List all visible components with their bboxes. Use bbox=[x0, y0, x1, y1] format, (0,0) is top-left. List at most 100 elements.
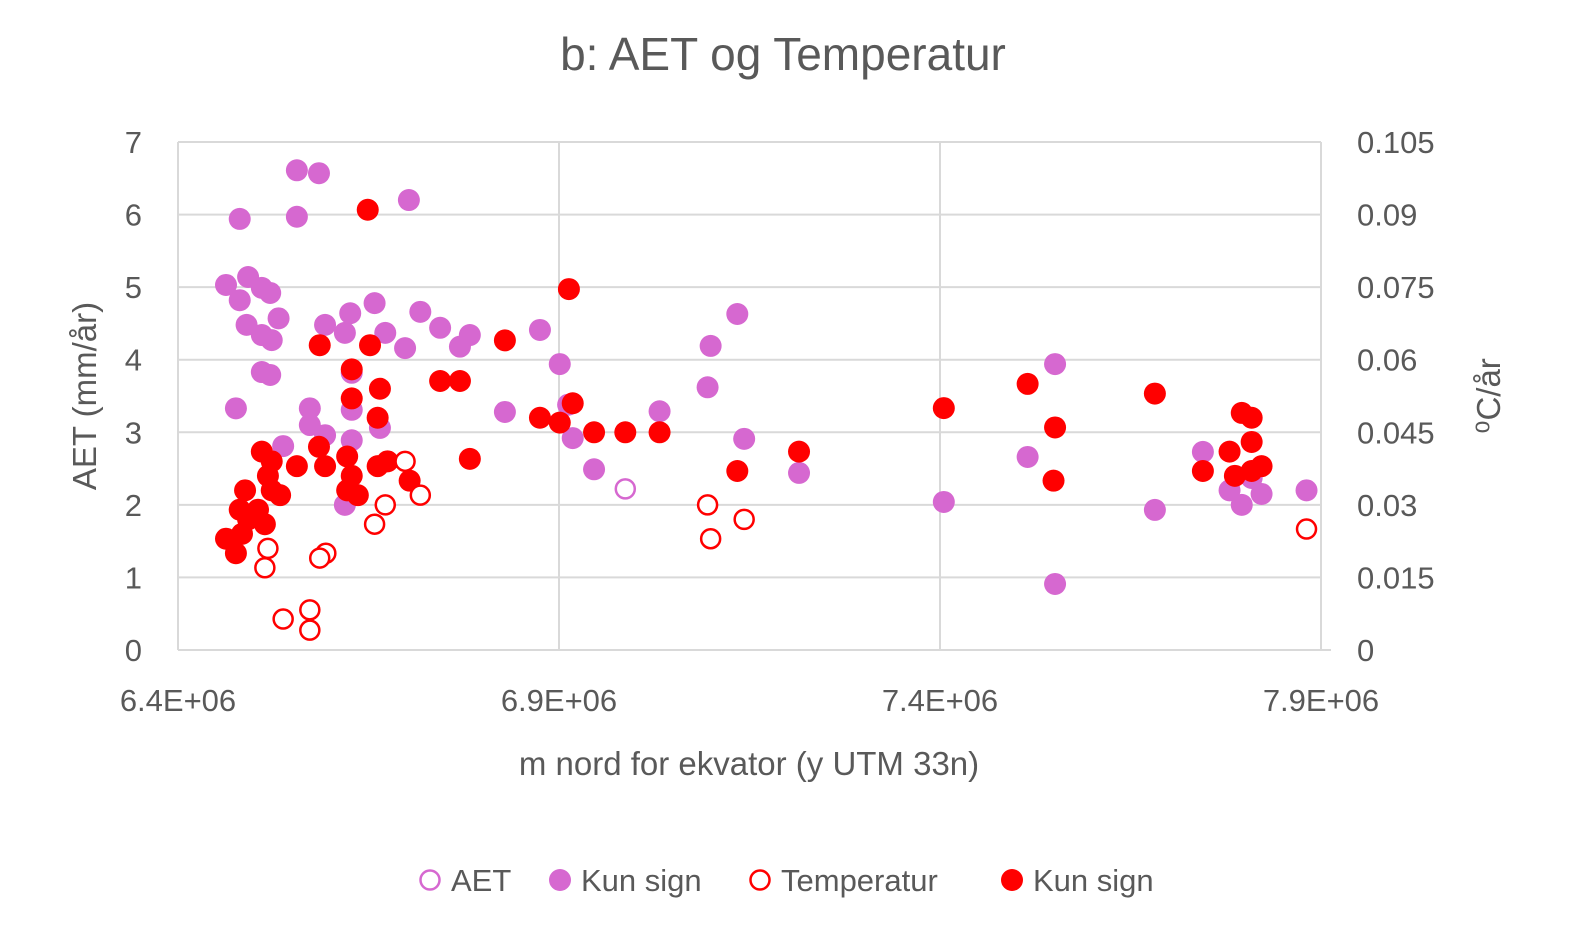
y-tick-label: 7 bbox=[125, 125, 142, 160]
y2-tick-label: 0.06 bbox=[1357, 343, 1417, 378]
aet-significant-point bbox=[726, 302, 749, 325]
aet-significant-point bbox=[788, 461, 811, 484]
aet-significant-point bbox=[429, 316, 452, 339]
aet-significant-point bbox=[363, 292, 386, 315]
x-axis-label: m nord for ekvator (y UTM 33n) bbox=[519, 745, 979, 782]
temperature-significant-point bbox=[234, 479, 257, 502]
temperature-significant-point bbox=[366, 406, 389, 429]
legend-label: AET bbox=[451, 863, 511, 898]
aet-significant-point bbox=[648, 400, 671, 423]
temperature-significant-point bbox=[224, 542, 247, 565]
temperature-significant-point bbox=[356, 198, 379, 221]
aet-significant-point bbox=[272, 435, 295, 458]
temperature-significant-point bbox=[359, 334, 382, 357]
aet-significant-point bbox=[260, 329, 283, 352]
chart-title: b: AET og Temperatur bbox=[560, 28, 1006, 80]
aet-significant-point bbox=[493, 400, 516, 423]
temperature-point bbox=[409, 484, 432, 506]
temperature-significant-point bbox=[1042, 469, 1065, 492]
y-tick-label: 0 bbox=[125, 633, 142, 668]
temperature-significant-point bbox=[269, 484, 292, 507]
temperature-significant-point bbox=[493, 329, 516, 352]
aet-significant-point bbox=[374, 321, 397, 344]
temperature-significant-point bbox=[307, 435, 330, 458]
temperature-significant-point bbox=[336, 445, 359, 468]
aet-significant-point bbox=[733, 427, 756, 450]
temperature-point bbox=[394, 450, 416, 473]
temperature-point bbox=[299, 619, 321, 641]
temperature-significant-point bbox=[788, 440, 811, 463]
y2-axis-label: ⁰C/år bbox=[1470, 358, 1507, 434]
x-tick-label: 7.9E+06 bbox=[1263, 683, 1379, 718]
temperature-significant-point bbox=[557, 278, 580, 301]
y2-tick-label: 0.015 bbox=[1357, 560, 1435, 595]
y-axis-label: AET (mm/år) bbox=[66, 302, 103, 490]
aet-significant-point bbox=[307, 162, 330, 185]
temperature-significant-point bbox=[932, 397, 955, 420]
data-points bbox=[215, 159, 1318, 641]
aet-point bbox=[614, 478, 637, 500]
aet-significant-point bbox=[528, 318, 551, 341]
aet-significant-point bbox=[224, 397, 247, 420]
aet-significant-point bbox=[699, 334, 722, 357]
aet-significant-point bbox=[409, 300, 432, 323]
temperature-significant-point bbox=[368, 377, 391, 400]
legend-marker-icon bbox=[749, 869, 771, 891]
legend-marker-icon bbox=[549, 869, 571, 891]
y2-tick-label: 0.075 bbox=[1357, 270, 1435, 305]
temperature-significant-point bbox=[1191, 459, 1214, 482]
aet-significant-point bbox=[397, 189, 420, 212]
aet-significant-point bbox=[298, 397, 321, 420]
aet-significant-point bbox=[339, 302, 362, 325]
legend-marker-icon bbox=[1001, 869, 1023, 891]
aet-significant-point bbox=[228, 289, 251, 312]
temperature-significant-point bbox=[340, 387, 363, 410]
temperature-significant-point bbox=[448, 370, 471, 393]
aet-significant-point bbox=[1295, 479, 1318, 502]
y-tick-label: 3 bbox=[125, 415, 142, 450]
temperature-significant-point bbox=[648, 421, 671, 444]
temperature-point bbox=[374, 494, 397, 516]
temperature-significant-point bbox=[1143, 382, 1166, 405]
aet-significant-point bbox=[228, 207, 251, 230]
y-tick-label: 4 bbox=[125, 343, 142, 378]
temperature-significant-point bbox=[253, 513, 276, 536]
temperature-point bbox=[733, 508, 755, 531]
aet-significant-point bbox=[696, 376, 719, 399]
legend-label: Kun sign bbox=[1033, 863, 1154, 898]
temperature-point bbox=[308, 547, 331, 569]
aet-significant-point bbox=[1191, 440, 1214, 463]
temperature-significant-point bbox=[346, 484, 369, 507]
aet-significant-point bbox=[1044, 572, 1067, 595]
temperature-significant-point bbox=[340, 464, 363, 487]
aet-significant-point bbox=[259, 281, 282, 304]
aet-significant-point bbox=[1016, 445, 1039, 468]
legend: AET Kun sign Temperatur Kun sign bbox=[419, 863, 1154, 898]
aet-significant-point bbox=[583, 458, 606, 481]
y-tick-label: 2 bbox=[125, 488, 142, 523]
temperature-significant-point bbox=[561, 392, 584, 415]
temperature-significant-point bbox=[314, 455, 337, 478]
temperature-significant-point bbox=[1223, 464, 1246, 487]
aet-significant-point bbox=[259, 363, 282, 386]
temperature-significant-point bbox=[548, 411, 571, 434]
aet-significant-point bbox=[1250, 482, 1273, 505]
temperature-point bbox=[272, 608, 294, 630]
temperature-significant-point bbox=[528, 406, 551, 429]
x-tick-label: 6.9E+06 bbox=[501, 683, 617, 718]
temperature-significant-point bbox=[614, 421, 637, 444]
temperature-significant-point bbox=[1240, 459, 1263, 482]
temperature-significant-point bbox=[1016, 372, 1039, 395]
aet-significant-point bbox=[333, 321, 356, 344]
temperature-point bbox=[699, 527, 722, 550]
y2-tick-label: 0.105 bbox=[1357, 125, 1435, 160]
temperature-significant-point bbox=[340, 358, 363, 381]
tick-labels: 0 1 2 3 4 5 6 7 0 0.015 0.03 0.045 0.06 0.075 0.09 0.10… bbox=[120, 125, 1435, 718]
temperature-significant-point bbox=[1218, 440, 1241, 463]
y2-tick-label: 0 bbox=[1357, 633, 1374, 668]
aet-significant-point bbox=[285, 205, 308, 228]
temperature-significant-point bbox=[1044, 416, 1067, 439]
aet-significant-point bbox=[932, 490, 955, 513]
y-tick-label: 1 bbox=[125, 560, 142, 595]
temperature-significant-point bbox=[376, 450, 399, 473]
